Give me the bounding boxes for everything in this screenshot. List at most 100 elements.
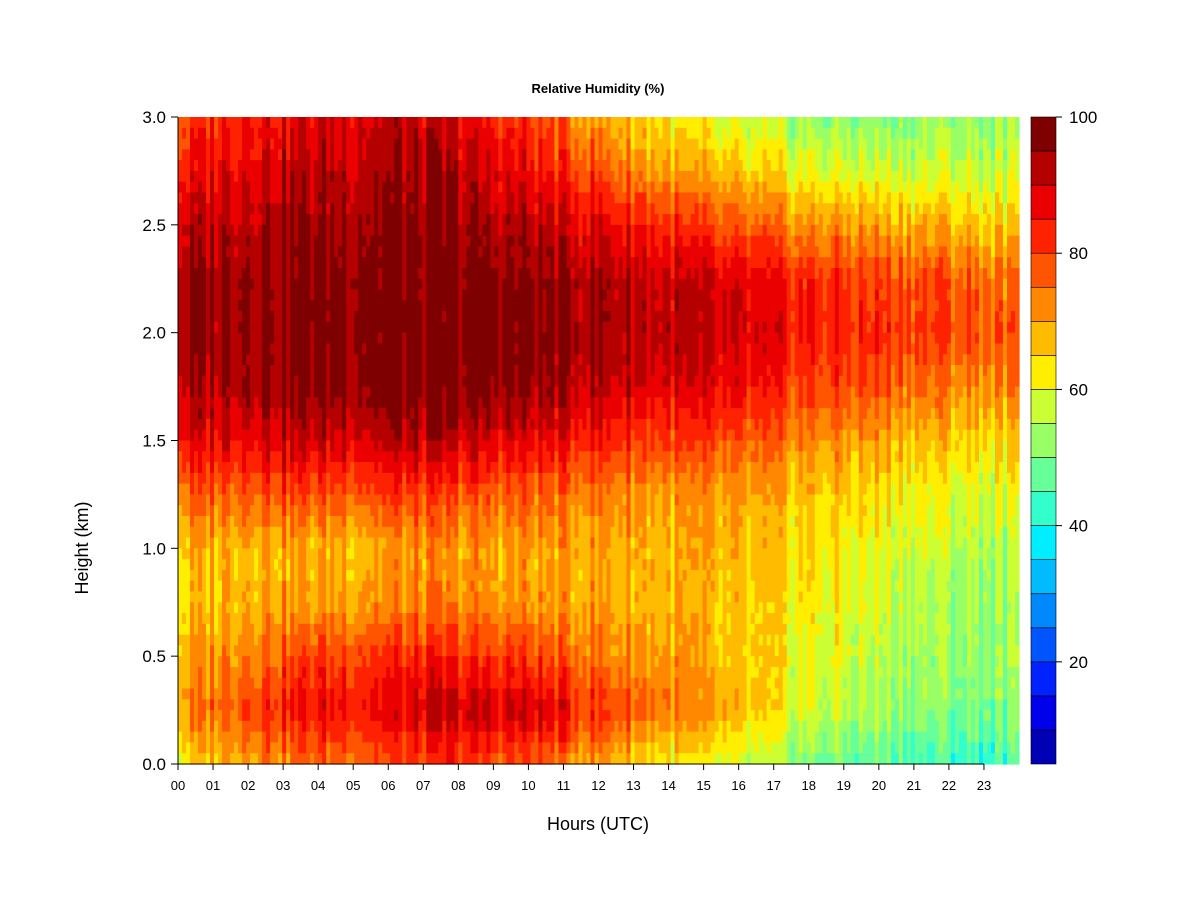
heatmap-cell xyxy=(334,515,339,528)
heatmap-cell xyxy=(182,267,187,280)
heatmap-cell xyxy=(482,731,487,744)
heatmap-cell xyxy=(234,235,239,247)
heatmap-cell xyxy=(374,117,379,129)
heatmap-cell xyxy=(390,494,395,506)
heatmap-cell xyxy=(354,505,359,517)
heatmap-cell xyxy=(426,203,431,215)
heatmap-cell xyxy=(198,127,203,140)
heatmap-cell xyxy=(258,127,263,140)
heatmap-cell xyxy=(438,559,443,571)
heatmap-cell xyxy=(422,548,427,560)
heatmap-cell xyxy=(234,472,239,485)
heatmap-cell xyxy=(466,408,471,420)
heatmap-cell xyxy=(410,494,415,506)
heatmap-cell xyxy=(358,720,363,733)
heatmap-cell xyxy=(490,214,495,226)
heatmap-cell xyxy=(298,343,303,355)
heatmap-cell xyxy=(310,138,315,150)
heatmap-cell xyxy=(398,656,403,668)
heatmap-cell xyxy=(206,720,211,733)
heatmap-cell xyxy=(382,440,387,452)
heatmap-cell xyxy=(294,688,299,700)
heatmap-cell xyxy=(370,505,375,517)
heatmap-cell xyxy=(178,515,183,528)
heatmap-cell xyxy=(238,375,243,388)
heatmap-cell xyxy=(286,375,291,388)
heatmap-cell xyxy=(246,559,251,571)
heatmap-cell xyxy=(374,386,379,398)
heatmap-cell xyxy=(238,731,243,744)
heatmap-cell xyxy=(426,505,431,517)
heatmap-cell xyxy=(330,289,335,301)
heatmap-cell xyxy=(210,472,215,485)
heatmap-cell xyxy=(366,386,371,398)
heatmap-cell xyxy=(330,300,335,312)
heatmap-cell xyxy=(210,386,215,398)
heatmap-cell xyxy=(398,300,403,312)
heatmap-cell xyxy=(470,214,475,226)
heatmap-cell xyxy=(294,429,299,442)
heatmap-cell xyxy=(266,397,271,409)
heatmap-cell xyxy=(178,634,183,646)
heatmap-cell xyxy=(422,505,427,517)
heatmap-cell xyxy=(346,278,351,291)
heatmap-cell xyxy=(250,224,255,237)
heatmap-cell xyxy=(398,462,403,474)
heatmap-cell xyxy=(362,354,367,366)
heatmap-cell xyxy=(446,548,451,560)
heatmap-cell xyxy=(330,634,335,646)
heatmap-cell xyxy=(214,688,219,700)
heatmap-cell xyxy=(438,117,443,129)
heatmap-cell xyxy=(250,645,255,657)
heatmap-cell xyxy=(450,267,455,280)
heatmap-cell xyxy=(178,462,183,474)
heatmap-cell xyxy=(198,742,203,754)
heatmap-cell xyxy=(198,613,203,625)
heatmap-cell xyxy=(202,117,207,129)
heatmap-cell xyxy=(314,203,319,215)
heatmap-cell xyxy=(230,656,235,668)
heatmap-cell xyxy=(338,462,343,474)
heatmap-cell xyxy=(394,462,399,474)
heatmap-cell xyxy=(338,623,343,636)
heatmap-cell xyxy=(234,354,239,366)
heatmap-cell xyxy=(326,720,331,733)
heatmap-cell xyxy=(498,472,503,485)
heatmap-cell xyxy=(490,666,495,679)
heatmap-cell xyxy=(346,451,351,463)
heatmap-cell xyxy=(294,462,299,474)
heatmap-cell xyxy=(402,505,407,517)
heatmap-cell xyxy=(470,181,475,194)
heatmap-cell xyxy=(502,623,507,636)
heatmap-cell xyxy=(330,332,335,345)
heatmap-cell xyxy=(290,311,295,323)
heatmap-cell xyxy=(298,645,303,657)
heatmap-cell xyxy=(462,623,467,636)
heatmap-cell xyxy=(262,505,267,517)
heatmap-cell xyxy=(194,408,199,420)
heatmap-cell xyxy=(250,656,255,668)
heatmap-cell xyxy=(390,354,395,366)
heatmap-cell xyxy=(486,602,491,614)
heatmap-cell xyxy=(386,418,391,431)
heatmap-cell xyxy=(390,267,395,280)
heatmap-cell xyxy=(466,720,471,733)
heatmap-cell xyxy=(474,181,479,194)
heatmap-cell xyxy=(270,418,275,431)
heatmap-cell xyxy=(282,408,287,420)
heatmap-cell xyxy=(406,753,411,765)
heatmap-cell xyxy=(294,666,299,679)
heatmap-cell xyxy=(250,548,255,560)
heatmap-cell xyxy=(466,289,471,301)
heatmap-cell xyxy=(342,343,347,355)
heatmap-cell xyxy=(186,127,191,140)
heatmap-cell xyxy=(438,602,443,614)
heatmap-cell xyxy=(506,580,511,593)
heatmap-cell xyxy=(418,710,423,722)
heatmap-cell xyxy=(450,365,455,377)
heatmap-cell xyxy=(290,418,295,431)
heatmap-cell xyxy=(190,634,195,646)
heatmap-cell xyxy=(486,645,491,657)
heatmap-cell xyxy=(474,440,479,452)
heatmap-cell xyxy=(314,440,319,452)
